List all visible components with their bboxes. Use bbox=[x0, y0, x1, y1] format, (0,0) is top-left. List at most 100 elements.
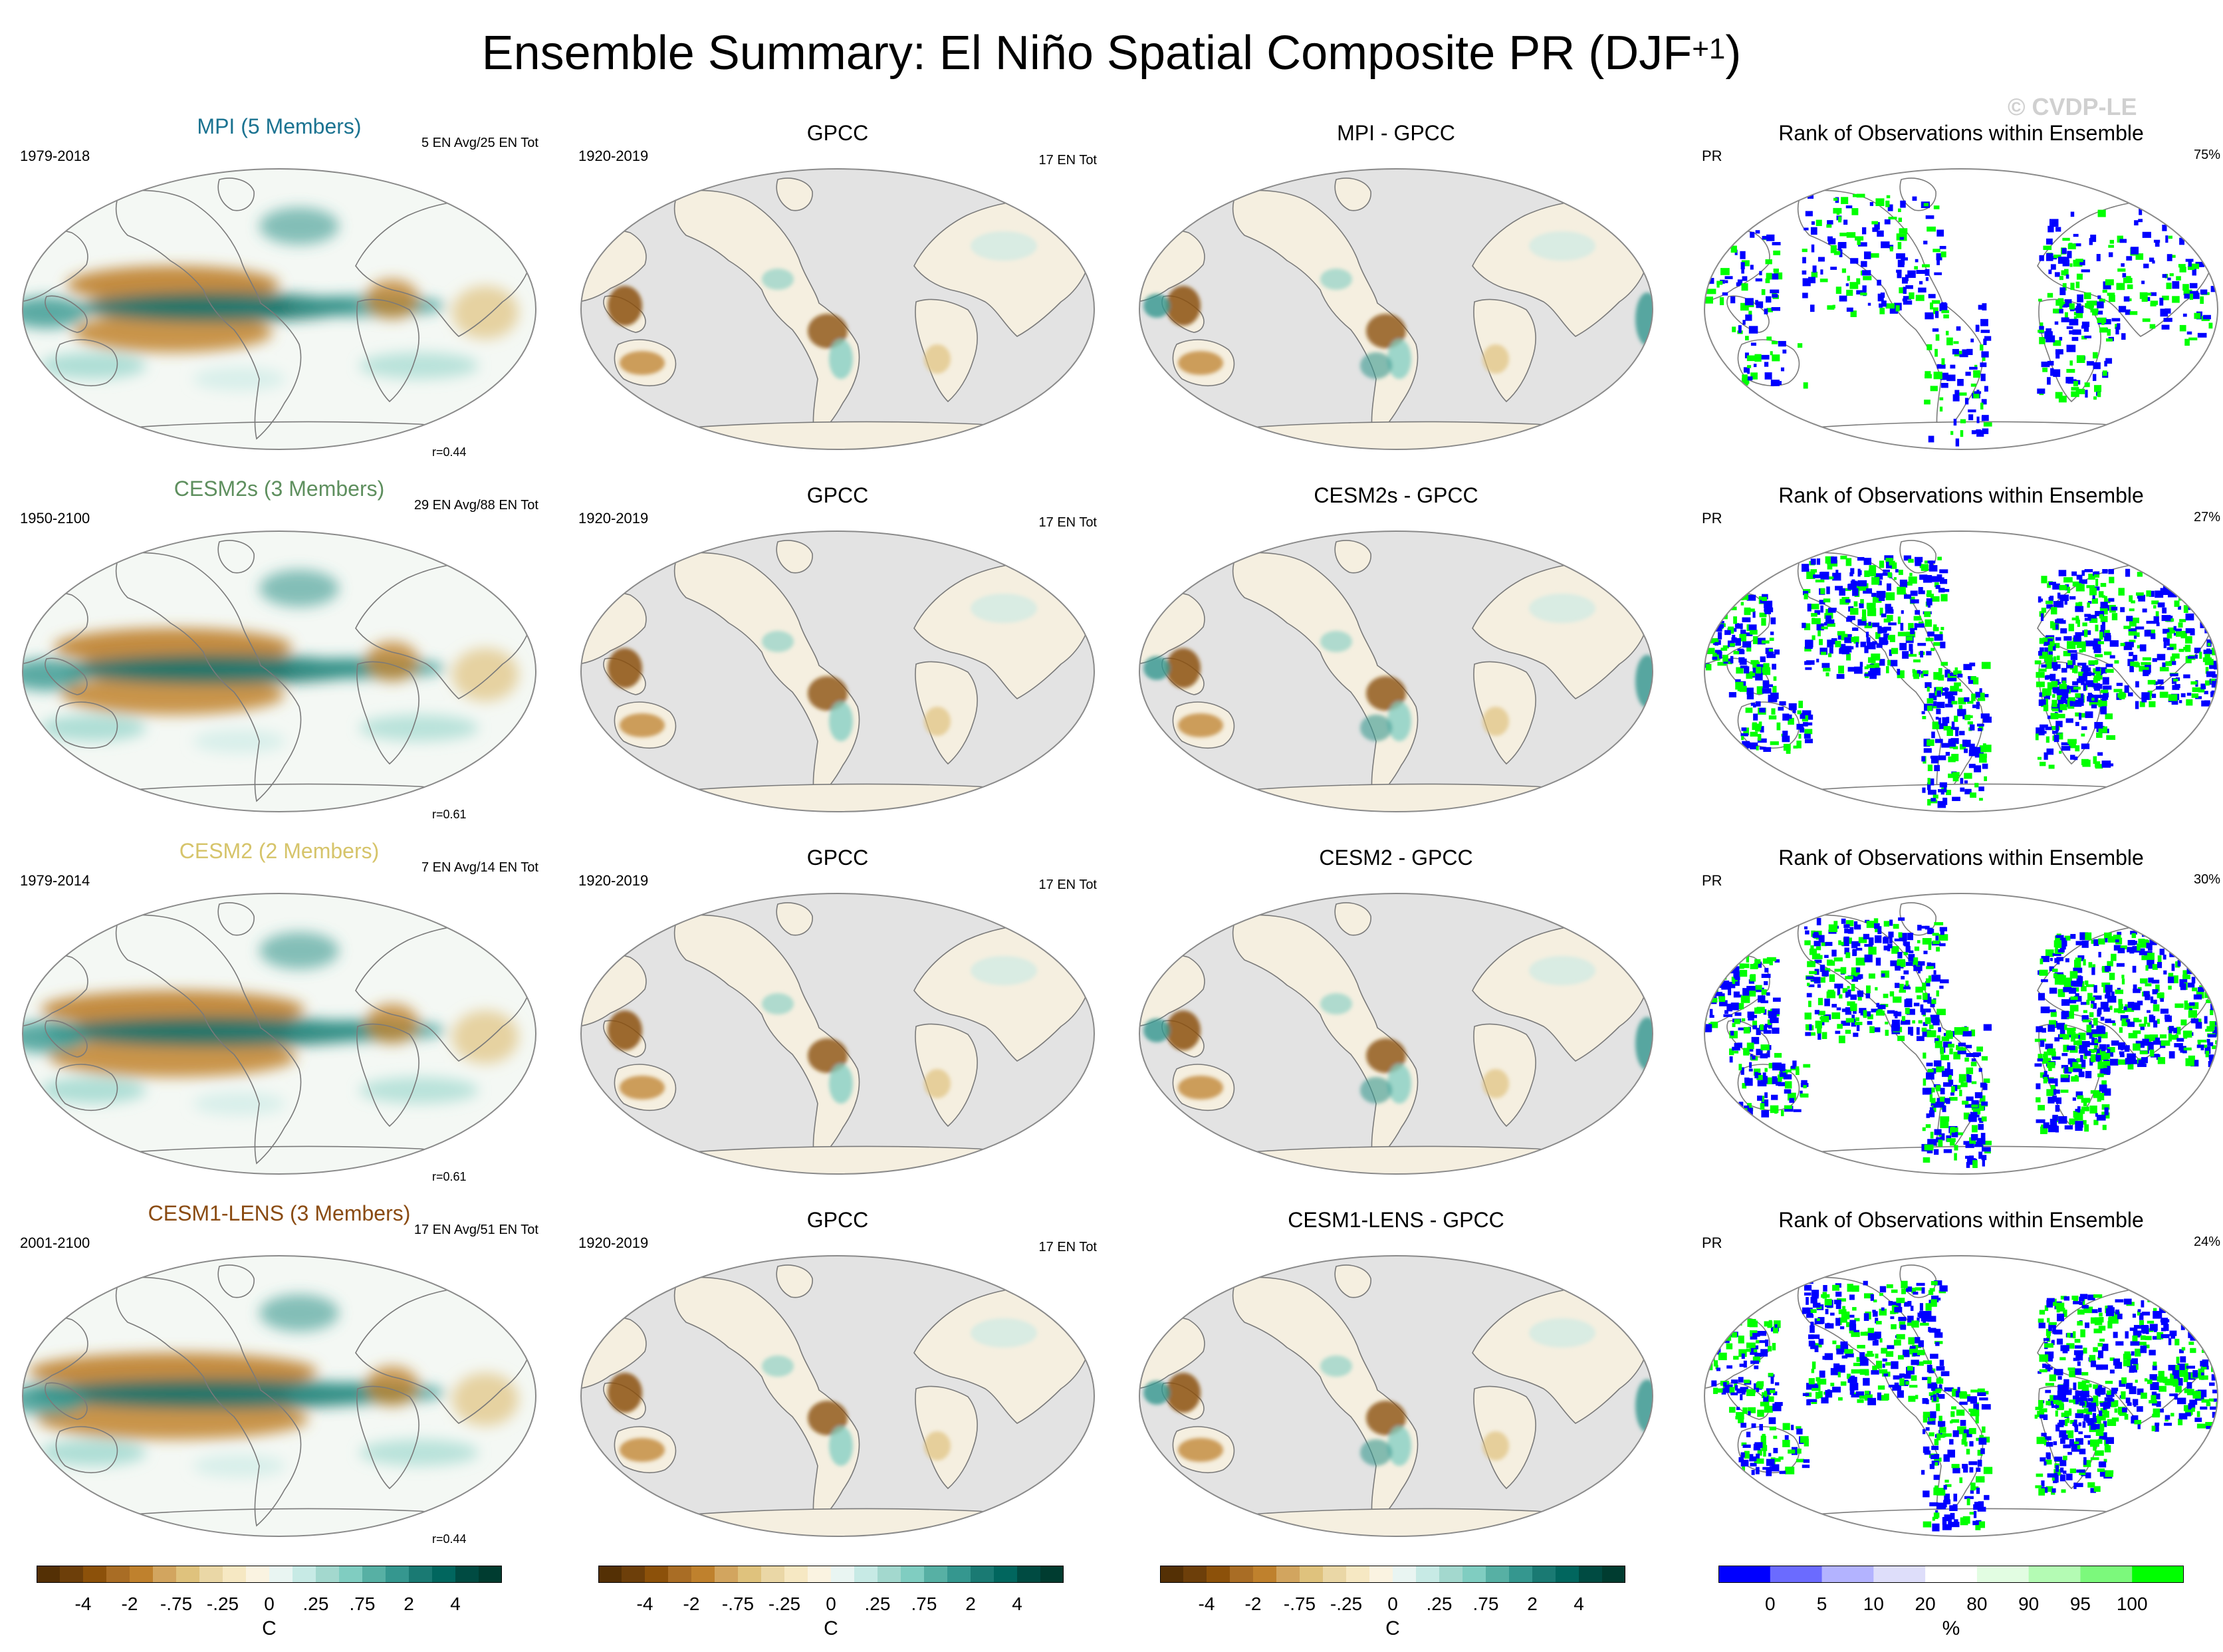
panel-model-row-4: CESM1-LENS (3 Members) 2001-2100 17 EN Avg… bbox=[7, 1193, 552, 1552]
colorbar-4: 0 5 10 20 80 90 95 100% bbox=[1718, 1566, 2184, 1652]
colorbar-tick-label: 0 bbox=[264, 1593, 275, 1614]
colorbar-tick-label: 10 bbox=[1863, 1593, 1884, 1614]
colorbar-tick-label: -2 bbox=[683, 1593, 700, 1614]
rank-percent: 30% bbox=[2193, 872, 2220, 887]
colorbar-swatch bbox=[1770, 1566, 1823, 1583]
colorbar-swatch bbox=[316, 1566, 340, 1583]
colorbar-swatch bbox=[808, 1566, 832, 1583]
colorbar-swatch bbox=[1509, 1566, 1533, 1583]
colorbar-swatch bbox=[878, 1566, 901, 1583]
diff-title: CESM1-LENS - GPCC bbox=[1288, 1208, 1504, 1232]
obs-title: GPCC bbox=[806, 483, 869, 507]
model-title: CESM2s (3 Members) bbox=[174, 477, 385, 501]
colorbar-swatch bbox=[1873, 1566, 1926, 1583]
colorbar-swatch bbox=[2132, 1566, 2184, 1583]
colorbar-swatch bbox=[432, 1566, 456, 1583]
diff-map bbox=[1139, 1255, 1653, 1537]
colorbar-swatch bbox=[409, 1566, 433, 1583]
model-events: 5 EN Avg/25 EN Tot bbox=[421, 136, 538, 150]
colorbar-tick-label: 95 bbox=[2069, 1593, 2091, 1614]
colorbar-tick-label: -4 bbox=[1198, 1593, 1215, 1614]
model-title: CESM1-LENS (3 Members) bbox=[148, 1201, 411, 1225]
colorbar-tick-label: 0 bbox=[826, 1593, 836, 1614]
watermark: © CVDP-LE bbox=[2008, 93, 2137, 120]
colorbar-swatch bbox=[176, 1566, 200, 1583]
model-map bbox=[22, 531, 536, 812]
rank-map bbox=[1704, 1255, 2218, 1537]
colorbar-tick-label: -.25 bbox=[768, 1593, 801, 1614]
colorbar-tick-label: 2 bbox=[1527, 1593, 1538, 1614]
colorbar-swatch bbox=[1416, 1566, 1440, 1583]
figure-title: Ensemble Summary: El Niño Spatial Compos… bbox=[481, 27, 1742, 80]
colorbar-tick-label: 20 bbox=[1915, 1593, 1936, 1614]
colorbar-swatch bbox=[269, 1566, 293, 1583]
colorbar-swatch bbox=[223, 1566, 247, 1583]
colorbar-swatch bbox=[339, 1566, 363, 1583]
model-title: MPI (5 Members) bbox=[197, 114, 362, 138]
colorbar-swatch bbox=[691, 1566, 715, 1583]
colorbar-tick-label: 100 bbox=[2116, 1593, 2148, 1614]
rank-variable: PR bbox=[1702, 872, 1722, 889]
colorbar-swatch bbox=[1718, 1566, 1771, 1583]
model-map bbox=[22, 168, 536, 450]
colorbar-swatch bbox=[738, 1566, 762, 1583]
colorbar-swatch bbox=[645, 1566, 669, 1583]
colorbar-swatch bbox=[455, 1566, 479, 1583]
colorbar-swatch bbox=[292, 1566, 316, 1583]
colorbar-tick-label: -2 bbox=[1244, 1593, 1262, 1614]
rank-percent: 27% bbox=[2193, 510, 2220, 525]
pattern-correlation: r=0.44 bbox=[432, 1532, 467, 1546]
colorbar-swatch bbox=[479, 1566, 503, 1583]
panel-model-row-1: MPI (5 Members) 1979-2018 5 EN Avg/25 EN T… bbox=[7, 106, 552, 465]
colorbar-swatch bbox=[1323, 1566, 1347, 1583]
model-map bbox=[22, 1255, 536, 1537]
colorbar-swatch bbox=[386, 1566, 410, 1583]
obs-map bbox=[580, 1255, 1095, 1537]
colorbar-swatch bbox=[1393, 1566, 1417, 1583]
panel-rank-row-3: Rank of Observations within Ensemble PR 30… bbox=[1689, 831, 2223, 1190]
colorbar-tick-label: -.75 bbox=[721, 1593, 755, 1614]
model-events: 17 EN Avg/51 EN Tot bbox=[413, 1223, 538, 1237]
colorbar-unit: C bbox=[262, 1617, 277, 1639]
colorbar-tick-label: -4 bbox=[636, 1593, 653, 1614]
colorbar-swatch bbox=[1017, 1566, 1041, 1583]
colorbar-3: -4 -2 -.75 -.25 0 .25 .75 2 4 C bbox=[1160, 1566, 1626, 1652]
colorbar-swatch bbox=[1346, 1566, 1370, 1583]
model-years: 1979-2014 bbox=[20, 872, 90, 889]
rank-map bbox=[1704, 531, 2218, 812]
colorbar-unit: % bbox=[1942, 1617, 1960, 1639]
colorbar-swatch bbox=[1230, 1566, 1254, 1583]
model-years: 1979-2018 bbox=[20, 148, 90, 164]
rank-percent: 24% bbox=[2193, 1235, 2220, 1249]
obs-events: 17 EN Tot bbox=[1038, 1240, 1097, 1254]
colorbar-swatch bbox=[1253, 1566, 1277, 1583]
colorbar-tick-label: -4 bbox=[74, 1593, 92, 1614]
colorbar-swatch bbox=[1976, 1566, 2030, 1583]
colorbar-tick-label: 5 bbox=[1816, 1593, 1827, 1614]
panel-obs-row-1: GPCC 1920-2019 17 EN Tot bbox=[565, 106, 1110, 465]
colorbar-tick-label: 2 bbox=[965, 1593, 976, 1614]
pattern-correlation: r=0.44 bbox=[432, 445, 467, 459]
colorbar-swatch bbox=[924, 1566, 948, 1583]
colorbar-tick-label: .75 bbox=[911, 1593, 937, 1614]
colorbar-2: -4 -2 -.75 -.25 0 .25 .75 2 4 C bbox=[598, 1566, 1064, 1652]
colorbar-swatch bbox=[1160, 1566, 1184, 1583]
colorbar-swatch bbox=[1925, 1566, 1978, 1583]
colorbar-swatch bbox=[37, 1566, 60, 1583]
colorbar-swatch bbox=[1040, 1566, 1064, 1583]
colorbar-swatch bbox=[994, 1566, 1018, 1583]
colorbar-swatch bbox=[1207, 1566, 1230, 1583]
colorbar-swatch bbox=[2028, 1566, 2081, 1583]
colorbar-swatch bbox=[1276, 1566, 1300, 1583]
colorbar-swatch bbox=[1369, 1566, 1393, 1583]
colorbar-swatch bbox=[1183, 1566, 1207, 1583]
colorbar-tick-label: 4 bbox=[450, 1593, 461, 1614]
obs-events: 17 EN Tot bbox=[1038, 515, 1097, 530]
colorbar-swatch bbox=[153, 1566, 177, 1583]
colorbar-swatches bbox=[1160, 1566, 1626, 1583]
colorbar-tick-label: .25 bbox=[302, 1593, 329, 1614]
panel-model-row-3: CESM2 (2 Members) 1979-2014 7 EN Avg/14 EN… bbox=[7, 831, 552, 1190]
obs-events: 17 EN Tot bbox=[1038, 153, 1097, 168]
panel-rank-row-2: Rank of Observations within Ensemble PR 27… bbox=[1689, 469, 2223, 828]
rank-variable: PR bbox=[1702, 148, 1722, 164]
